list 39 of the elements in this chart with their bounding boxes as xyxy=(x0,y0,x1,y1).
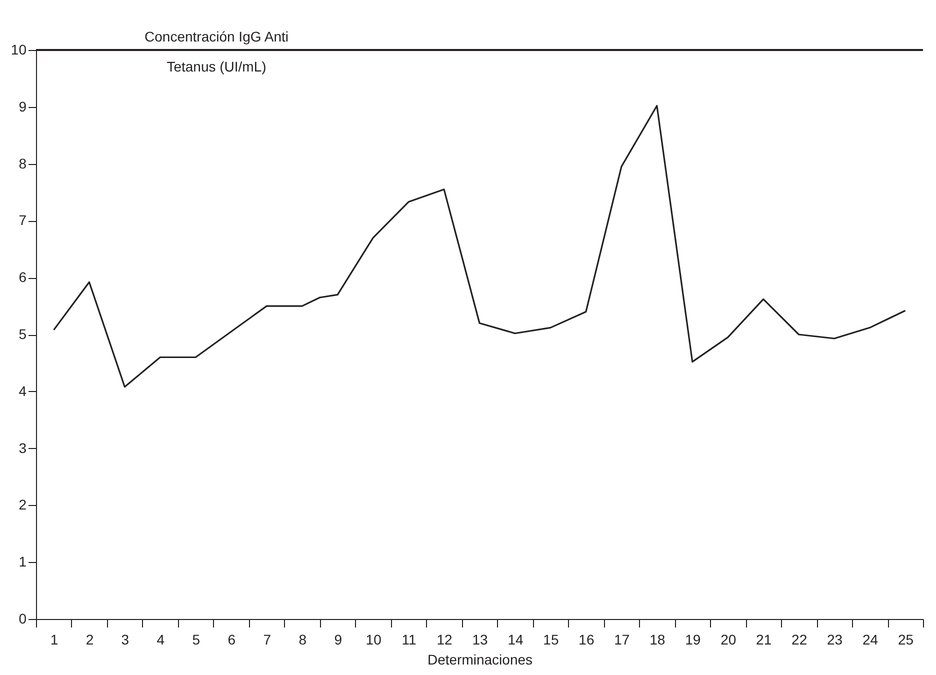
line-series xyxy=(52,104,906,388)
x-tick-label: 23 xyxy=(827,632,843,648)
y-tick-label: 10 xyxy=(10,42,27,58)
x-tick-label: 5 xyxy=(192,632,200,648)
x-tick-label: 3 xyxy=(121,632,130,648)
x-tick-label: 8 xyxy=(298,632,307,648)
x-tick-label: 13 xyxy=(472,632,488,648)
y-tick-label: 5 xyxy=(18,326,27,342)
y-tick-label: 1 xyxy=(18,554,27,570)
y-tick-label: 4 xyxy=(18,382,27,399)
y-tick-label: 0 xyxy=(18,610,27,626)
x-tick-label: 20 xyxy=(720,632,736,648)
y-tick-label: 2 xyxy=(18,496,27,513)
x-tick-label: 10 xyxy=(366,632,382,648)
y-tick-label: 7 xyxy=(18,212,27,228)
x-tick-label: 2 xyxy=(86,632,94,648)
x-axis-title: Determinaciones xyxy=(427,652,533,668)
y-tick-label: 9 xyxy=(18,98,27,114)
y-tick-label: 8 xyxy=(18,155,27,172)
x-tick-label: 22 xyxy=(792,632,808,648)
x-tick-label: 19 xyxy=(685,632,701,648)
x-tick-label: 15 xyxy=(543,632,559,648)
y-axis-title: Concentración IgG Anti Tetanus (UI/mL) xyxy=(144,28,288,74)
x-tick-label: 4 xyxy=(156,632,165,648)
x-tick-label: 21 xyxy=(756,632,772,648)
x-tick-label: 18 xyxy=(650,632,666,648)
x-tick-label: 11 xyxy=(402,632,417,648)
x-tick-label: 14 xyxy=(508,632,524,648)
x-tick-label: 12 xyxy=(436,632,453,648)
y-tick-label: 3 xyxy=(18,440,27,456)
x-tick-label: 25 xyxy=(898,632,914,648)
x-tick-label: 1 xyxy=(50,632,58,648)
x-tick-label: 16 xyxy=(578,632,594,648)
x-tick-label: 24 xyxy=(862,632,878,648)
x-tick-label: 17 xyxy=(614,632,630,648)
x-tick-label: 9 xyxy=(334,632,342,648)
x-tick-label: 7 xyxy=(263,632,272,648)
y-tick-label: 6 xyxy=(18,269,27,286)
x-tick-label: 6 xyxy=(228,632,236,648)
